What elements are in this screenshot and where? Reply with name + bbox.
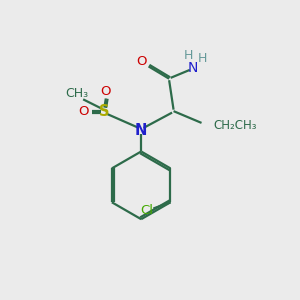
- Text: H: H: [197, 52, 207, 65]
- Text: S: S: [99, 103, 110, 118]
- Text: N: N: [188, 61, 199, 75]
- Text: O: O: [100, 85, 111, 98]
- Text: H: H: [183, 49, 193, 62]
- Text: Cl: Cl: [140, 204, 153, 217]
- Text: O: O: [79, 105, 89, 118]
- Text: N: N: [135, 123, 147, 138]
- Text: CH₂CH₃: CH₂CH₃: [213, 119, 257, 132]
- Text: CH₃: CH₃: [65, 87, 88, 100]
- Text: O: O: [136, 56, 147, 68]
